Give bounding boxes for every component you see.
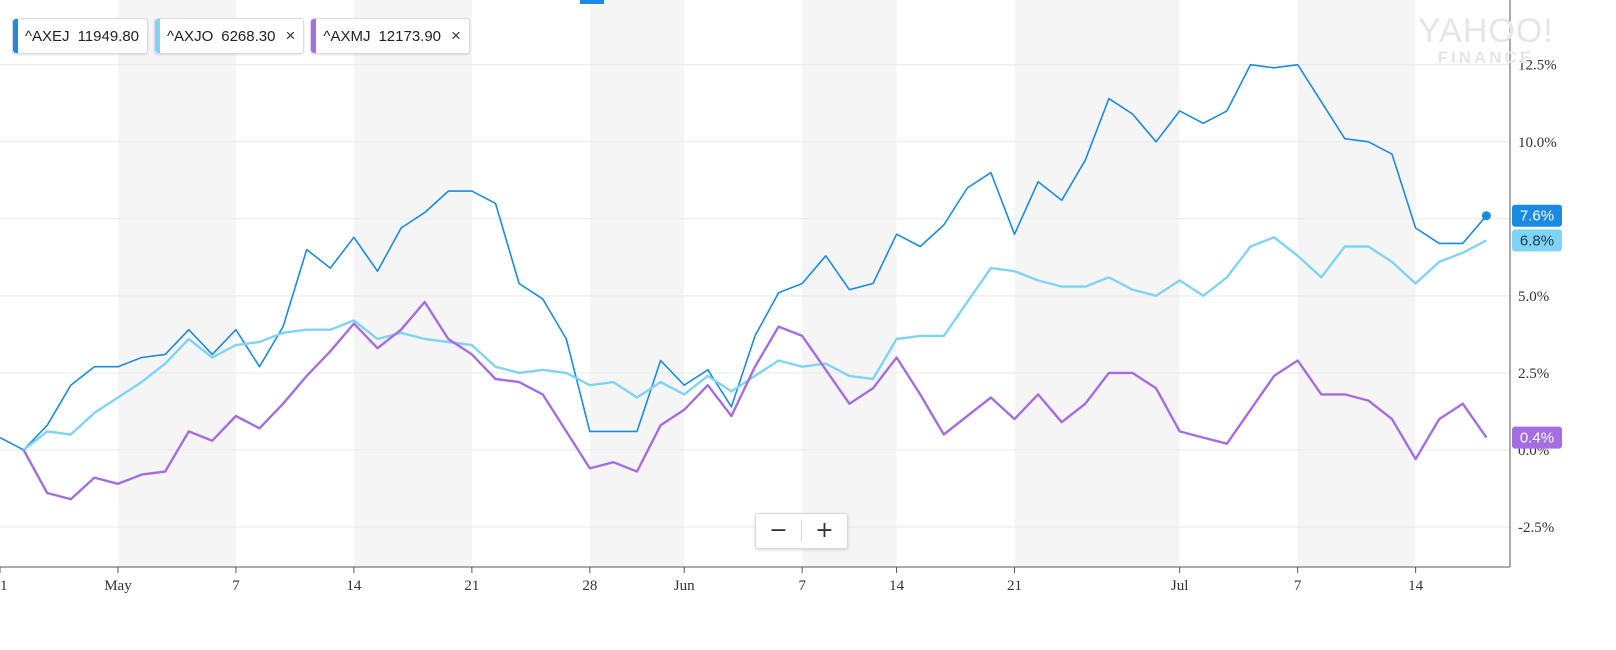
x-tick-label: Jun <box>674 578 695 594</box>
yahoo-finance-watermark: YAHOO! FINANCE <box>1418 14 1554 68</box>
watermark-line2: FINANCE <box>1437 48 1535 67</box>
x-tick-label: 14 <box>889 578 905 594</box>
series-line <box>22 236 1487 451</box>
series-end-label: 7.6% <box>1520 208 1554 225</box>
legend-color-bar <box>13 19 18 53</box>
zoom-in-button[interactable]: + <box>802 514 847 548</box>
legend-color-bar <box>155 19 161 53</box>
zoom-controls: − + <box>755 513 848 549</box>
legend-chip-axmj[interactable]: ^AXMJ 12173.90 × <box>310 18 470 54</box>
watermark-line1: YAHOO! <box>1418 12 1554 50</box>
top-indicator <box>580 0 604 4</box>
series-end-badge <box>1512 204 1562 227</box>
legend-value: 12173.90 <box>378 27 442 45</box>
legend-value: 11949.80 <box>77 27 140 45</box>
legend-value: 6268.30 <box>221 27 276 45</box>
series-end-label: 6.8% <box>1520 232 1554 249</box>
x-tick-label: 7 <box>1294 578 1302 594</box>
x-tick-label: 7 <box>232 578 240 594</box>
legend-color-bar <box>311 19 317 53</box>
week-band <box>117 0 236 567</box>
x-tick-label: 21 <box>1007 578 1022 594</box>
week-band <box>589 0 685 567</box>
legend-chip-axej[interactable]: ^AXEJ 11949.80 <box>12 18 149 54</box>
legend: ^AXEJ 11949.80 ^AXJO 6268.30 × ^AXMJ 121… <box>12 18 470 54</box>
y-tick-label: -2.5% <box>1518 520 1554 536</box>
week-band <box>353 0 472 567</box>
x-tick-label: 21 <box>464 578 479 594</box>
zoom-out-button[interactable]: − <box>756 514 801 548</box>
x-tick-label: 14 <box>346 578 362 594</box>
series-line <box>0 63 1488 451</box>
y-tick-label: 10.0% <box>1518 135 1557 151</box>
x-tick-label: 7 <box>798 578 806 594</box>
y-tick-label: 12.5% <box>1518 58 1557 74</box>
close-icon[interactable]: × <box>285 26 296 45</box>
week-band <box>802 0 897 567</box>
week-band <box>1297 0 1416 567</box>
y-tick-label: 2.5% <box>1518 366 1549 382</box>
close-icon[interactable]: × <box>451 26 461 45</box>
x-tick-label: May <box>104 578 132 594</box>
week-band <box>1014 0 1180 567</box>
legend-symbol: ^AXJO <box>167 27 214 45</box>
series-end-point <box>1481 211 1491 221</box>
x-tick-label: 28 <box>582 578 597 594</box>
series-line <box>22 300 1488 501</box>
zoom-divider <box>801 520 802 542</box>
x-tick-label: 14 <box>1408 578 1424 594</box>
series-end-badge <box>1512 229 1562 252</box>
series-end-badge <box>1512 426 1562 449</box>
x-tick-label: 1 <box>0 578 8 594</box>
legend-symbol: ^AXEJ <box>25 27 70 45</box>
y-tick-label: 5.0% <box>1518 289 1549 305</box>
series-end-label: 0.4% <box>1520 430 1554 447</box>
legend-symbol: ^AXMJ <box>323 27 371 45</box>
legend-chip-axjo[interactable]: ^AXJO 6268.30 × <box>154 18 305 54</box>
x-tick-label: Jul <box>1171 578 1189 594</box>
